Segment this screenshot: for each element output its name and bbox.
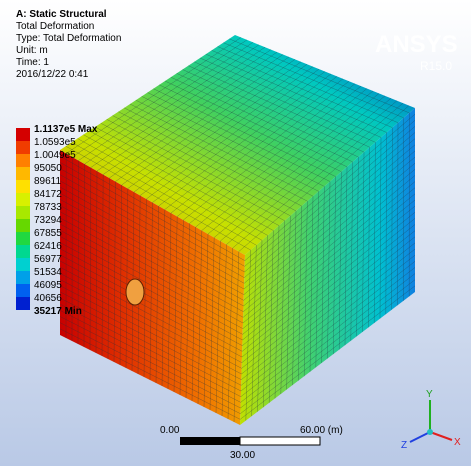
legend-swatch — [16, 219, 30, 232]
header-line: Type: Total Deformation — [16, 33, 121, 44]
legend-label: 62416 — [34, 241, 62, 252]
legend-swatch — [16, 193, 30, 206]
legend-label: 51534 — [34, 267, 62, 278]
logo-version: R15.0 — [420, 59, 452, 73]
legend-swatch — [16, 232, 30, 245]
legend-label: 84172 — [34, 189, 62, 200]
legend-label: 35217 Min — [34, 306, 82, 317]
legend-swatch — [16, 128, 30, 141]
header-line: 2016/12/22 0:41 — [16, 69, 89, 80]
triad-origin — [427, 429, 433, 435]
legend-label: 1.0049e5 — [34, 150, 76, 161]
scale-bar-black — [180, 437, 240, 445]
scale-start: 0.00 — [160, 425, 180, 436]
legend-label: 73294 — [34, 215, 62, 226]
scale-bar-white — [240, 437, 320, 445]
legend-label: 78733 — [34, 202, 62, 213]
header-line: Time: 1 — [16, 57, 49, 68]
legend-label: 40656 — [34, 293, 62, 304]
legend-label: 1.1137e5 Max — [34, 124, 98, 135]
legend-swatch — [16, 284, 30, 297]
legend-swatch — [16, 154, 30, 167]
legend-label: 56977 — [34, 254, 62, 265]
legend-swatch — [16, 245, 30, 258]
header-line: Total Deformation — [16, 21, 94, 32]
triad-label-x: X — [454, 437, 461, 448]
legend-label: 46095 — [34, 280, 62, 291]
header-line: Unit: m — [16, 45, 48, 56]
hole — [126, 279, 144, 305]
scale-mid: 30.00 — [230, 450, 255, 461]
triad-label-z: Z — [401, 440, 407, 451]
logo: ANSYS — [375, 31, 458, 58]
legend-swatch — [16, 271, 30, 284]
legend-label: 95050 — [34, 163, 62, 174]
legend-swatch — [16, 141, 30, 154]
legend-label: 89611 — [34, 176, 62, 187]
triad-label-y: Y — [426, 389, 433, 400]
header-line: A: Static Structural — [16, 9, 107, 20]
legend-swatch — [16, 180, 30, 193]
legend-swatch — [16, 258, 30, 271]
legend-swatch — [16, 167, 30, 180]
legend-swatch — [16, 297, 30, 310]
scale-end: 60.00 (m) — [300, 425, 343, 436]
legend-swatch — [16, 206, 30, 219]
legend-label: 1.0593e5 — [34, 137, 76, 148]
legend-label: 67855 — [34, 228, 62, 239]
